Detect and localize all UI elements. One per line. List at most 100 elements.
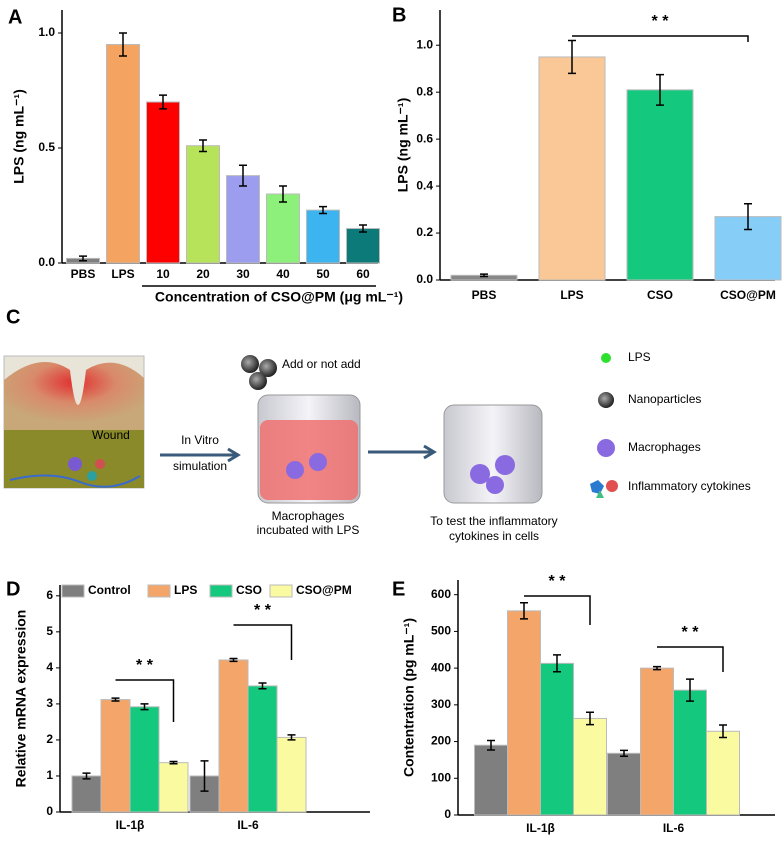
caption: cytokines in cells (449, 529, 539, 543)
y-tick-label: 2 (46, 732, 53, 746)
legend-label: Control (88, 583, 131, 597)
y-tick-label: 0 (46, 804, 53, 818)
y-tick-label: 0.2 (416, 225, 433, 239)
legend-swatch (147, 584, 171, 598)
arrow (368, 444, 437, 460)
y-tick-label: 400 (431, 660, 451, 674)
legend-label: CSO@PM (296, 583, 352, 597)
significance-label: * * (682, 624, 700, 641)
beaker (443, 404, 543, 504)
panel-label: D (6, 578, 20, 600)
error-bar (159, 94, 167, 110)
macrophage-icon (309, 453, 327, 471)
y-tick-label: 1 (46, 768, 53, 782)
error-bar (229, 657, 238, 663)
y-tick-label: 0.8 (416, 84, 433, 98)
error-bar (656, 73, 664, 106)
error-bar (287, 734, 296, 741)
error-bar (200, 760, 209, 792)
error-bar (279, 185, 287, 203)
y-tick-label: 0.5 (38, 140, 55, 154)
error-bar (686, 678, 694, 702)
x-tick-label: 40 (276, 267, 290, 281)
y-tick-label: 0.6 (416, 131, 433, 145)
error-bar (553, 654, 561, 673)
y-tick-label: 4 (46, 660, 53, 674)
cytokine-icon (606, 480, 618, 492)
bar (346, 228, 380, 264)
bar (186, 145, 220, 264)
bar (71, 775, 102, 813)
y-tick-label: 200 (431, 734, 451, 748)
x-tick-label: CSO@PM (720, 288, 776, 302)
legend-label: Nanoparticles (628, 392, 701, 406)
significance-label: * * (549, 573, 567, 590)
caption: To test the inflammatory (430, 514, 557, 528)
step-label: In Vitro (181, 433, 219, 447)
error-bar (140, 703, 149, 711)
y-tick-label: 300 (431, 697, 451, 711)
wound-surface (4, 362, 144, 430)
error-bar (568, 39, 576, 75)
y-tick-label: 600 (431, 587, 451, 601)
bar (706, 730, 740, 816)
panel-c: C Wound In Vitro simulation Add or not a… (3, 306, 751, 543)
error-bar (319, 205, 327, 215)
x-tick-label: 20 (196, 267, 210, 281)
nanoparticle (241, 355, 259, 373)
nanoparticle (259, 359, 277, 377)
error-bar (520, 602, 528, 620)
macrophage-icon (286, 461, 304, 479)
x-tick-label: LPS (111, 267, 134, 281)
cytokine-icon (95, 459, 105, 469)
bar (106, 44, 140, 264)
legend-swatch (269, 584, 293, 598)
y-tick-label: 0 (444, 807, 451, 821)
macrophage-icon (68, 457, 82, 471)
arrow (160, 447, 241, 463)
x-tick-label: 10 (156, 267, 170, 281)
panel-label: C (6, 306, 20, 328)
y-tick-label: 1.0 (416, 37, 433, 51)
panel-label: B (392, 4, 406, 26)
bar (276, 736, 307, 813)
panel-label: E (392, 578, 405, 600)
vessel (9, 474, 141, 488)
bar (607, 752, 641, 816)
caption: Macrophages (272, 509, 345, 523)
bar (218, 659, 249, 813)
x-tick-label: CSO (647, 288, 673, 302)
error-bar (487, 739, 495, 751)
error-bar (169, 760, 178, 765)
bar (226, 175, 260, 264)
y-axis-label: LPS (ng mL⁻¹) (11, 89, 27, 184)
significance-label: * * (136, 657, 154, 674)
legend-label: CSO (236, 583, 262, 597)
bar (129, 706, 160, 813)
y-tick-label: 100 (431, 770, 451, 784)
legend-label: Inflammatory cytokines (628, 479, 751, 493)
bar (306, 209, 340, 264)
error-bar (82, 772, 91, 780)
y-tick-label: 500 (431, 624, 451, 638)
y-axis-label: Relative mRNA expression (13, 610, 29, 788)
y-tick-label: 0.0 (38, 255, 55, 269)
significance-bracket (572, 35, 749, 42)
error-bar (480, 273, 488, 278)
y-tick-label: 3 (46, 696, 53, 710)
y-tick-label: 0.0 (416, 272, 433, 286)
y-tick-label: 6 (46, 588, 53, 602)
significance-label: * * (254, 602, 272, 619)
macrophage-icon (470, 464, 490, 484)
error-bar (119, 32, 127, 57)
x-tick-label: IL-6 (663, 821, 685, 835)
bar (538, 56, 606, 281)
step-label: simulation (173, 459, 227, 473)
significance-bracket (524, 595, 591, 625)
x-tick-label: IL-6 (237, 818, 259, 832)
error-bar (719, 724, 727, 739)
bar (540, 662, 574, 816)
error-bar (258, 682, 267, 690)
x-tick-label: 30 (236, 267, 250, 281)
y-axis-label: LPS (ng mL⁻¹) (395, 98, 411, 193)
